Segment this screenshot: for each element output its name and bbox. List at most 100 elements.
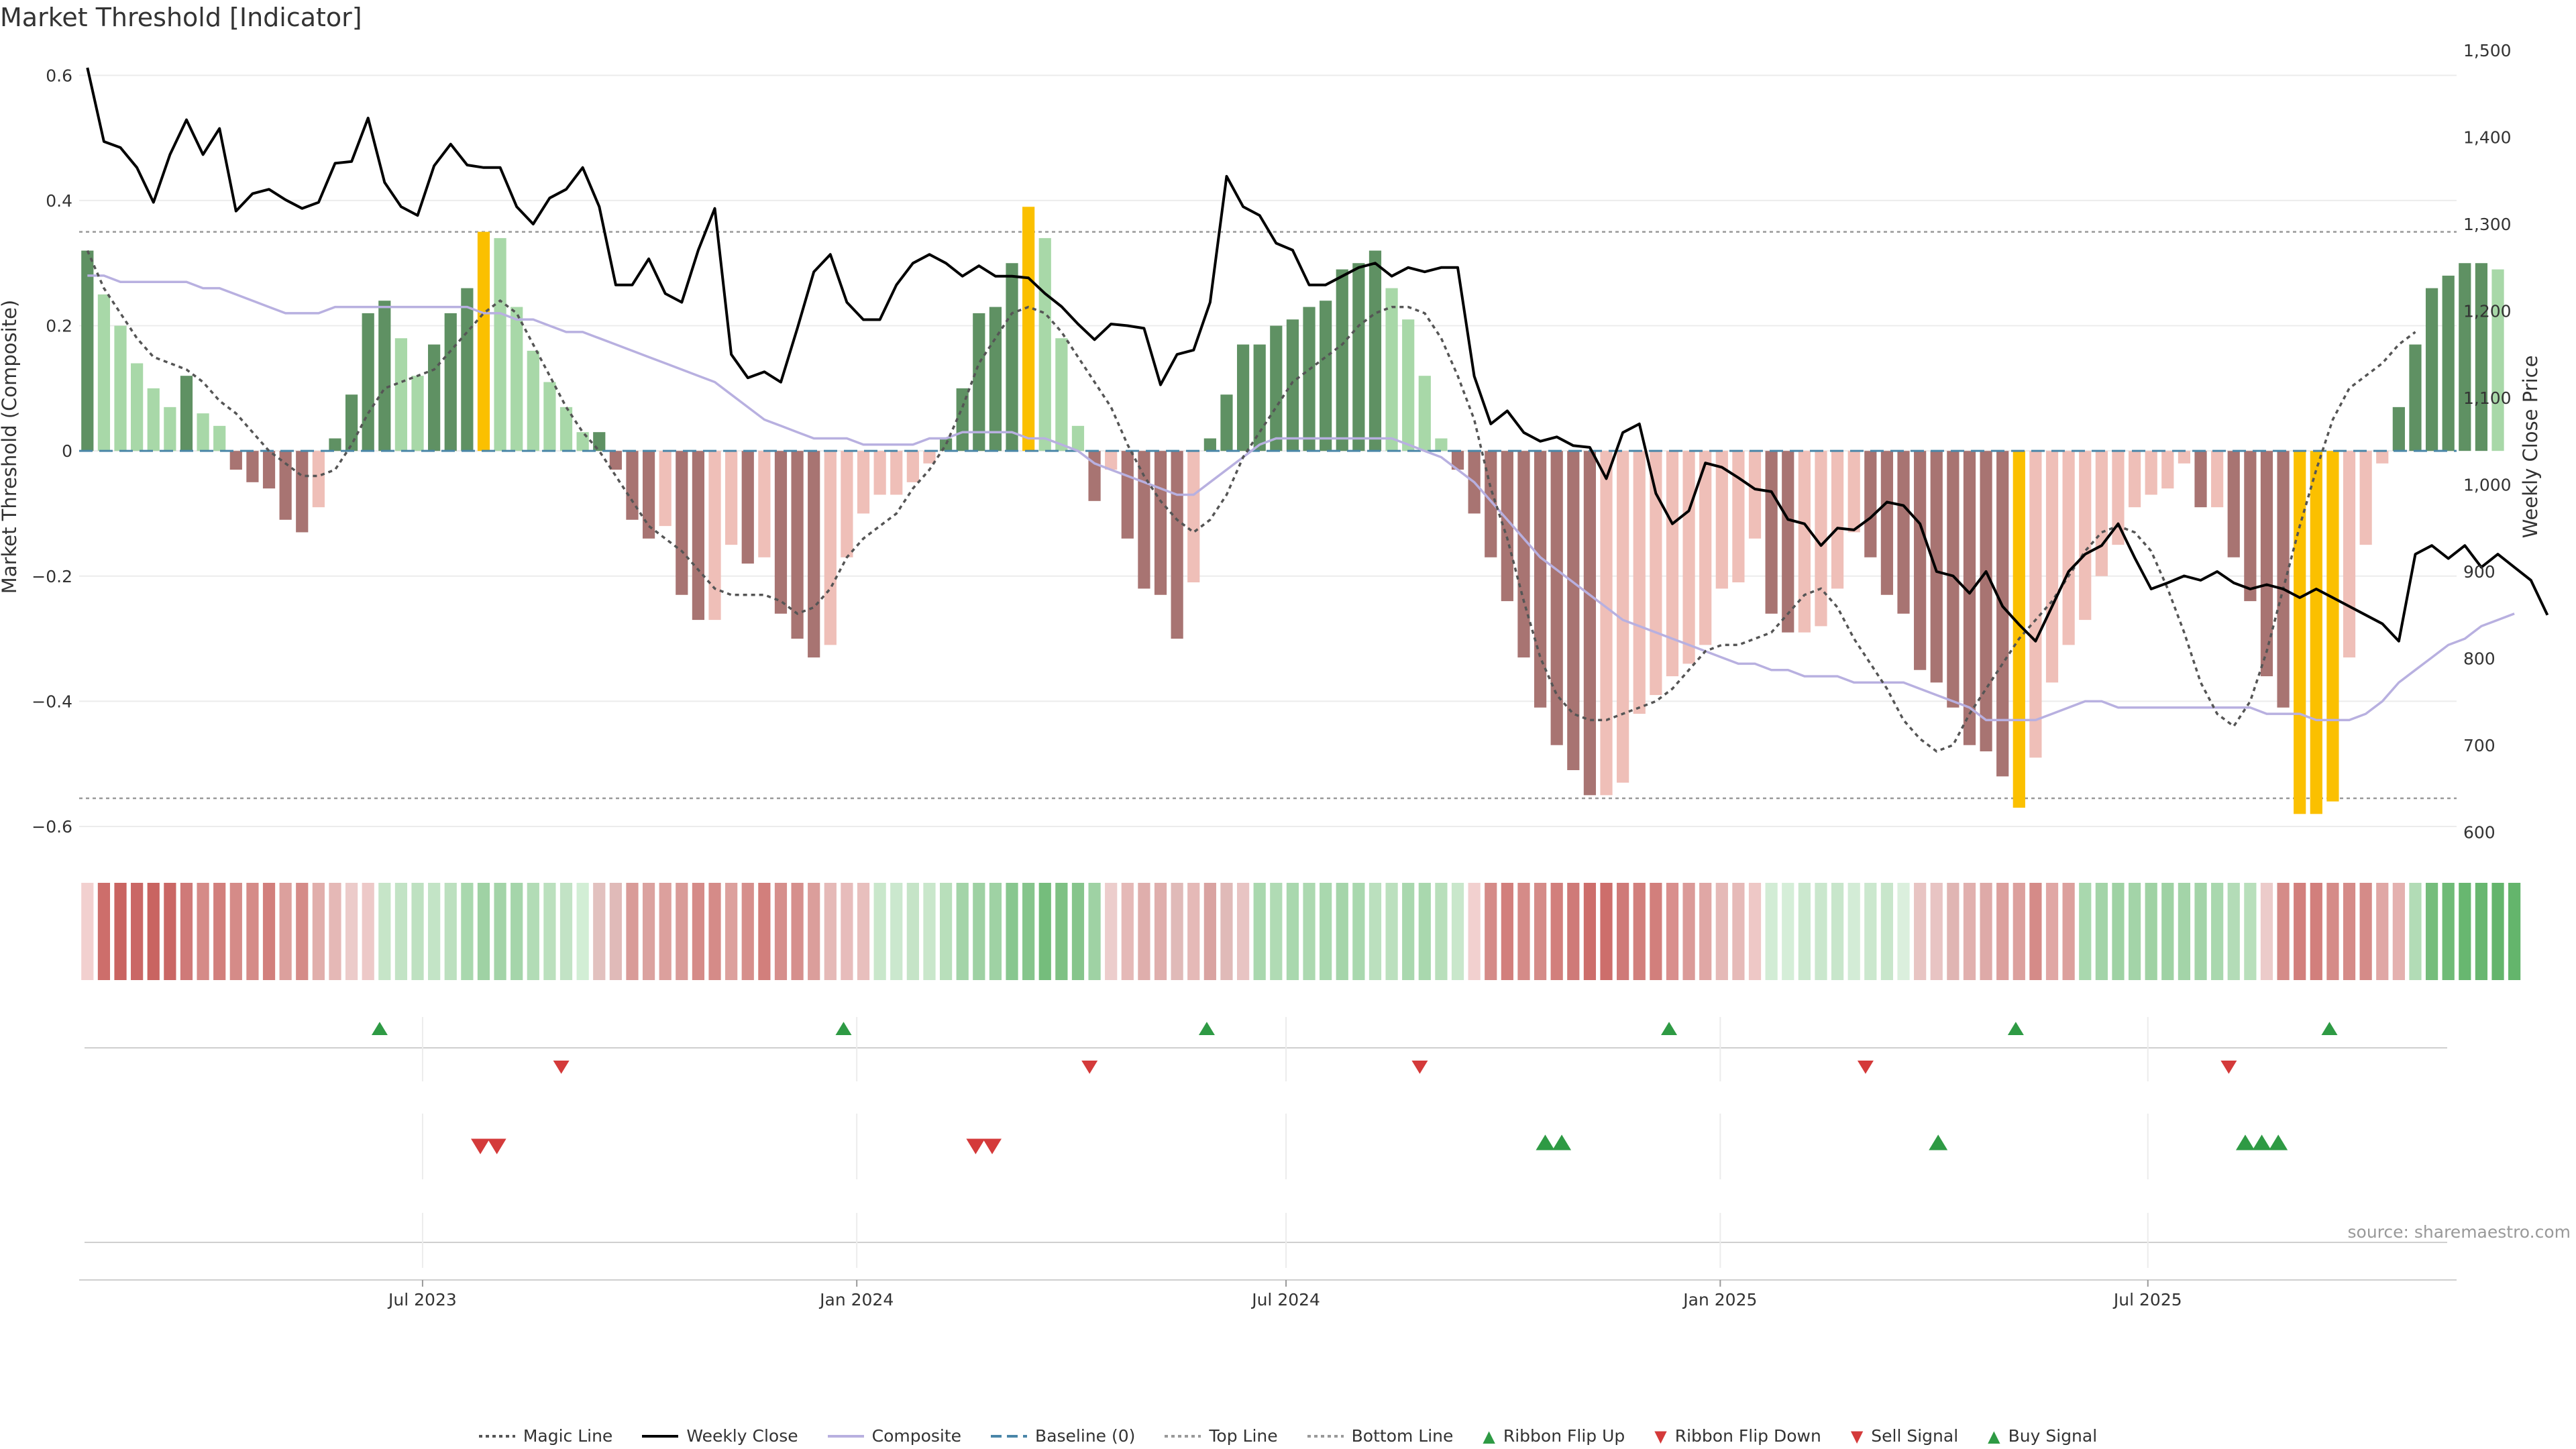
composite-bar (2012, 451, 2025, 808)
composite-bar (81, 250, 94, 451)
ribbon-cell (708, 883, 721, 980)
composite-bar (1847, 451, 1860, 533)
ribbon-cell (131, 883, 144, 980)
ribbon-cell (494, 883, 506, 980)
right-tick-label: 1,200 (2463, 302, 2512, 321)
ribbon-cell (1996, 883, 2009, 980)
ribbon-flip-up-marker (1661, 1022, 1678, 1035)
ribbon-cell (873, 883, 886, 980)
ribbon-cell (1682, 883, 1695, 980)
ribbon-cell (1831, 883, 1844, 980)
ribbon-cell (511, 883, 523, 980)
composite-bar (229, 451, 242, 470)
x-tick-label: Jan 2024 (818, 1290, 894, 1309)
triangle-down-icon: ▼ (1654, 1426, 1667, 1446)
gridlines (79, 74, 2457, 828)
ribbon-cell (1220, 883, 1233, 980)
composite-bar (378, 301, 391, 451)
composite-bar (1270, 325, 1283, 451)
legend-line-swatch (1165, 1434, 1201, 1438)
composite-bar (1336, 269, 1348, 451)
ribbon-cell (1715, 883, 1728, 980)
legend-item: ▲ Buy Signal (1988, 1426, 2097, 1446)
sell-signal-marker (471, 1138, 490, 1155)
composite-bar (2045, 451, 2059, 683)
composite-bar (1418, 376, 1431, 451)
weekly-close-line (86, 67, 2549, 643)
ribbon-cell (461, 883, 474, 980)
composite-bar (2343, 451, 2356, 658)
ribbon-cell (1930, 883, 1943, 980)
composite-bar (576, 432, 589, 451)
x-tick-label: Jul 2024 (1250, 1290, 1320, 1309)
composite-bar (1154, 451, 1167, 595)
ribbon-cell (2508, 883, 2521, 980)
ribbon-cell (229, 883, 242, 980)
ribbon-cell (692, 883, 705, 980)
ribbon-cell (1253, 883, 1266, 980)
ribbon-cell (1666, 883, 1679, 980)
composite-bar (1022, 207, 1035, 451)
legend-item: ▼ Ribbon Flip Down (1654, 1426, 1821, 1446)
ribbon-cell (527, 883, 539, 980)
composite-bar (1864, 451, 1877, 557)
ribbon-cell (1385, 883, 1398, 980)
left-tick-label: −0.2 (32, 567, 72, 586)
y-axis-label-right: Weekly Close Price (2519, 356, 2542, 539)
buy-signal-marker (2252, 1134, 2271, 1150)
ribbon-cell (378, 883, 391, 980)
composite-bar (1798, 451, 1811, 633)
composite-bar (2095, 451, 2108, 576)
ribbon-cell (1352, 883, 1365, 980)
composite-bar (2277, 451, 2290, 708)
ribbon-cell (2475, 883, 2488, 980)
ribbon-cell (1468, 883, 1481, 980)
triangle-down-icon: ▼ (1850, 1426, 1864, 1446)
ribbon-cell (147, 883, 160, 980)
ribbon-cell (1847, 883, 1860, 980)
composite-bar (626, 451, 639, 520)
legend-line-swatch (827, 1434, 864, 1438)
ribbon-cell (2326, 883, 2339, 980)
ribbon-cell (890, 883, 903, 980)
ribbon-cell (791, 883, 804, 980)
left-tick-label: 0.4 (46, 191, 72, 211)
ribbon-cell (2392, 883, 2405, 980)
ribbon-cell (2227, 883, 2240, 980)
source-note: source: sharemaestro.com (2347, 1222, 2571, 1242)
ribbon-cell (296, 883, 309, 980)
ribbon-flip-down-marker (2220, 1061, 2237, 1074)
composite-bar (279, 451, 292, 520)
composite-line (87, 274, 2515, 722)
ribbon-cell (2260, 883, 2273, 980)
composite-bar (1963, 451, 1976, 745)
composite-bar (1732, 451, 1745, 583)
triangle-up-icon: ▲ (1483, 1426, 1495, 1446)
composite-bar (2326, 451, 2339, 802)
ribbon-cell (1055, 883, 1068, 980)
ribbon-cell (1320, 883, 1332, 980)
ribbon-cell (2343, 883, 2356, 980)
composite-bar (593, 432, 606, 451)
ribbon-cell (906, 883, 919, 980)
legend-item: ▲ Ribbon Flip Up (1483, 1426, 1625, 1446)
triangle-up-icon: ▲ (1988, 1426, 2000, 1446)
composite-bar (692, 451, 705, 621)
ribbon-cell (2178, 883, 2191, 980)
ribbon-cell (973, 883, 985, 980)
ribbon-cell (1765, 883, 1778, 980)
composite-bar (1682, 451, 1695, 664)
legend-label: Ribbon Flip Down (1674, 1426, 1821, 1446)
ribbon-cell (2359, 883, 2372, 980)
ribbon-cell (197, 883, 209, 980)
legend-item: Weekly Close (642, 1426, 798, 1446)
composite-bar (2194, 451, 2207, 508)
ribbon-cell (1815, 883, 1827, 980)
ribbon-cell (2112, 883, 2125, 980)
magic-line (86, 250, 2416, 753)
ribbon-cell (1088, 883, 1101, 980)
ribbon-cell (824, 883, 837, 980)
ribbon-cell (2376, 883, 2389, 980)
right-tick-label: 1,300 (2463, 215, 2512, 234)
right-tick-label: 1,100 (2463, 388, 2512, 408)
